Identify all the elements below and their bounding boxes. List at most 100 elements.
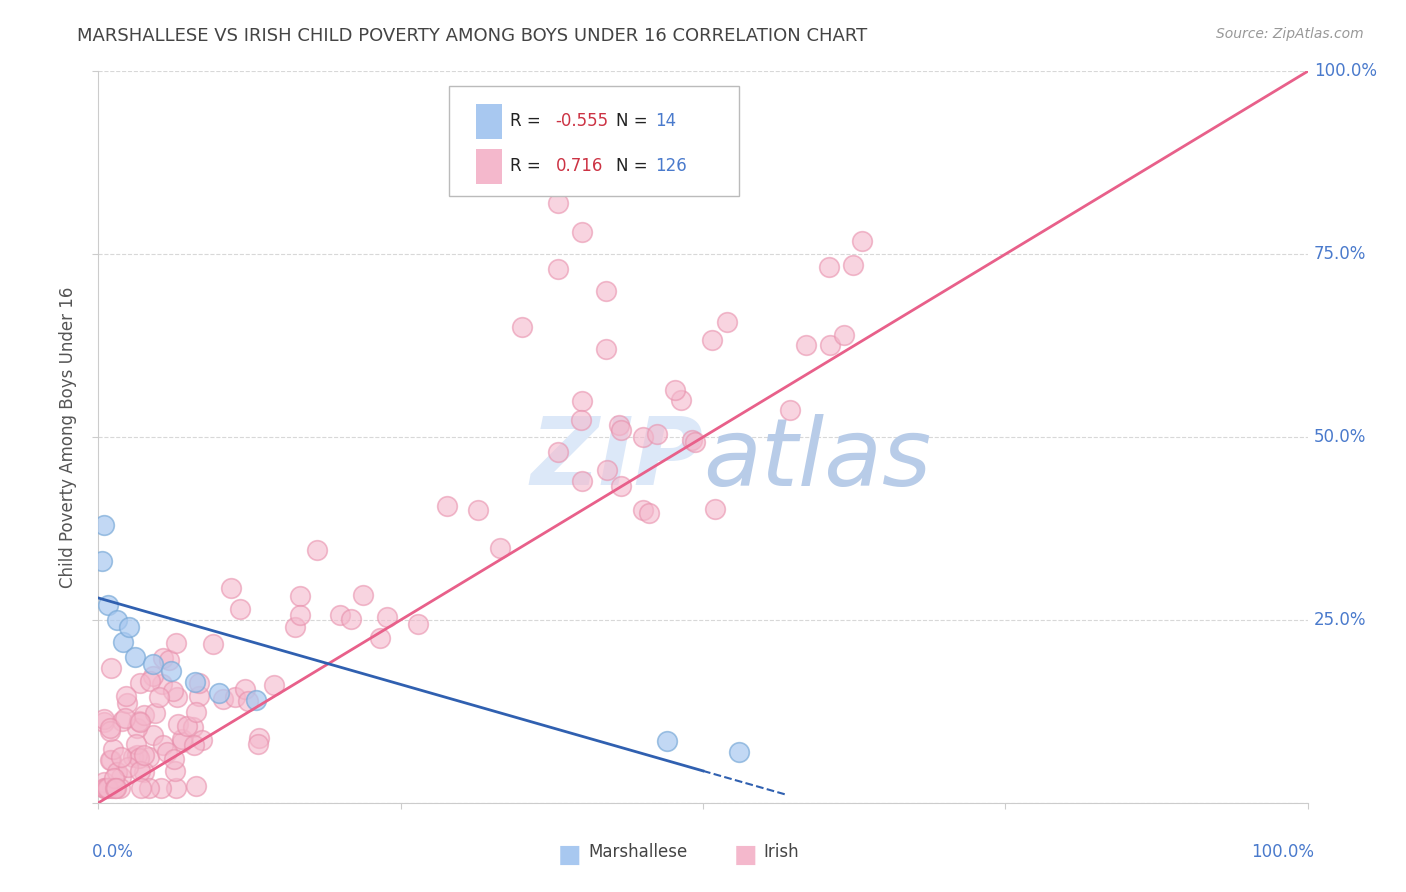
Point (571, 225, 593, 239)
Point (105, 781, 128, 796)
Point (595, 343, 617, 357)
Point (219, 582, 242, 596)
Point (368, 632, 391, 646)
Point (94, 781, 117, 796)
Point (208, 686, 231, 700)
Point (110, 770, 132, 784)
Y-axis label: Child Poverty Among Boys Under 16: Child Poverty Among Boys Under 16 (59, 286, 77, 588)
Point (93, 712, 115, 726)
Point (728, 745, 751, 759)
Text: 75.0%: 75.0% (1313, 245, 1367, 263)
Point (163, 751, 186, 765)
Point (682, 433, 704, 447)
Point (128, 715, 150, 730)
Point (631, 503, 654, 517)
Point (834, 327, 856, 342)
Point (818, 338, 841, 352)
Point (98, 753, 121, 767)
Point (700, 333, 723, 347)
Point (162, 684, 184, 698)
Point (307, 542, 329, 557)
Point (184, 706, 207, 720)
Point (98, 724, 121, 739)
Point (134, 747, 156, 762)
Point (124, 649, 146, 664)
Point (247, 731, 270, 745)
Point (510, 320, 533, 334)
Text: R =: R = (509, 112, 540, 130)
Text: ZIP: ZIP (530, 413, 703, 505)
Point (166, 717, 188, 731)
Point (134, 764, 156, 779)
Point (142, 657, 165, 671)
Point (595, 284, 617, 298)
Point (181, 720, 204, 734)
Point (104, 781, 127, 796)
Point (610, 479, 633, 493)
Text: 0.716: 0.716 (555, 158, 603, 176)
Point (91, 554, 114, 568)
Point (125, 748, 148, 763)
Point (211, 692, 233, 706)
Point (115, 696, 138, 710)
Point (93, 714, 115, 729)
Text: 14: 14 (655, 112, 676, 130)
Point (187, 676, 209, 690)
Point (93, 781, 115, 796)
FancyBboxPatch shape (449, 86, 740, 195)
Point (160, 664, 183, 678)
Point (152, 677, 174, 691)
Point (165, 635, 187, 649)
Point (110, 750, 132, 764)
Point (93, 775, 115, 789)
Point (796, 337, 818, 351)
Point (138, 781, 160, 796)
Point (224, 690, 246, 704)
Text: R =: R = (509, 158, 540, 176)
Point (489, 541, 512, 555)
Text: 100.0%: 100.0% (1313, 62, 1376, 80)
Point (97, 599, 120, 613)
Point (138, 749, 160, 764)
Point (638, 506, 661, 520)
Point (143, 706, 166, 720)
Point (246, 737, 269, 751)
Point (103, 742, 125, 756)
Point (353, 588, 375, 602)
Point (111, 714, 134, 728)
Point (290, 607, 312, 622)
Point (100, 753, 122, 767)
Point (93, 781, 115, 796)
Point (704, 502, 727, 516)
Text: N =: N = (616, 112, 648, 130)
Point (547, 444, 569, 458)
Text: 100.0%: 100.0% (1250, 843, 1313, 861)
Point (190, 733, 212, 747)
Text: N =: N = (616, 158, 648, 176)
Point (152, 738, 174, 752)
Point (103, 771, 125, 785)
Point (118, 620, 141, 634)
Point (645, 427, 668, 442)
FancyBboxPatch shape (475, 103, 502, 138)
FancyBboxPatch shape (475, 149, 502, 184)
Point (163, 764, 186, 779)
Point (486, 152, 509, 166)
Point (595, 463, 617, 477)
Point (779, 403, 801, 417)
Point (152, 651, 174, 665)
Point (166, 690, 188, 704)
Point (148, 690, 170, 704)
Point (142, 669, 165, 683)
Point (467, 503, 489, 517)
Point (406, 617, 429, 632)
Point (571, 393, 593, 408)
Point (128, 714, 150, 729)
Point (201, 637, 224, 651)
Point (569, 413, 592, 427)
Point (547, 261, 569, 276)
Point (96, 781, 118, 796)
Text: MARSHALLESE VS IRISH CHILD POVERTY AMONG BOYS UNDER 16 CORRELATION CHART: MARSHALLESE VS IRISH CHILD POVERTY AMONG… (77, 27, 868, 45)
Text: Irish: Irish (763, 843, 799, 861)
Point (93, 517, 115, 532)
